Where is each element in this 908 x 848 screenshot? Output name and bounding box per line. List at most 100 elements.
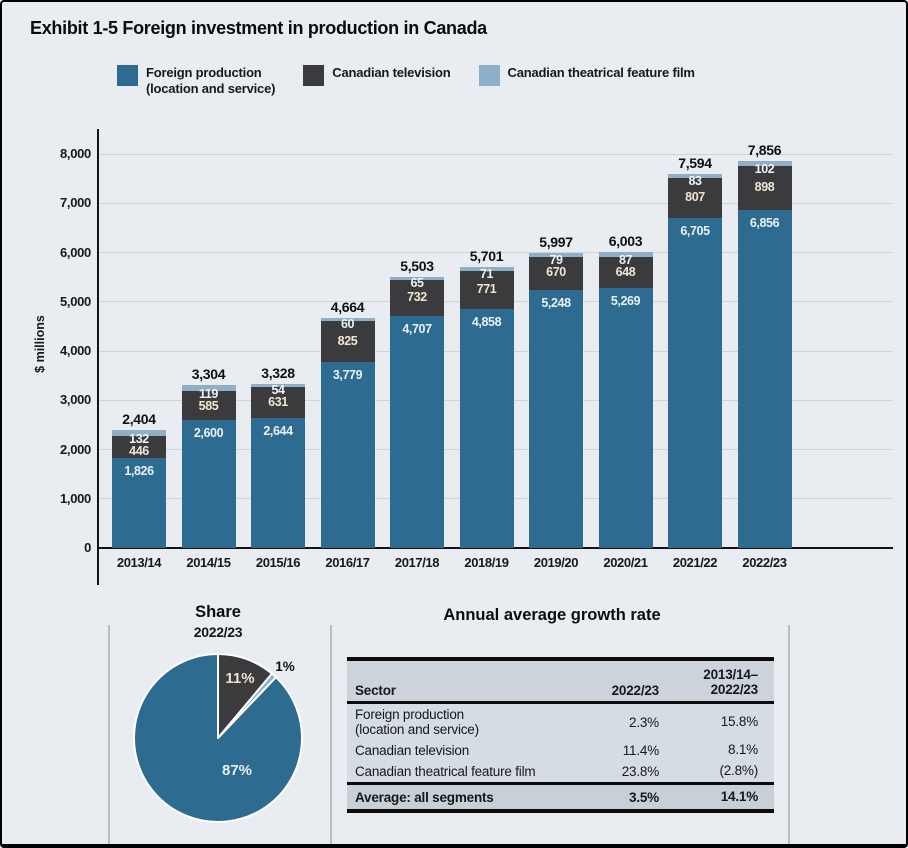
bar-total-label: 5,701 [469, 248, 504, 265]
table-row: Canadian theatrical feature film 23.8% (2.… [347, 761, 774, 783]
segment-value-foreign-production: 4,707 [402, 322, 432, 337]
legend-swatch-icon [303, 65, 325, 86]
y-tick-label: 3,000 [59, 392, 91, 408]
y-tick-label: 6,000 [59, 244, 91, 260]
pie-title: Share [195, 603, 241, 621]
segment-value-television: 631 [268, 395, 288, 410]
bar-column: 54 631 2,644 [251, 384, 305, 548]
y-tick-label: 4,000 [59, 343, 91, 358]
bar-segment-television [459, 270, 514, 309]
segment-value-theatrical-film: 102 [754, 162, 775, 177]
segment-value-television: 807 [685, 189, 705, 204]
bar-column: 119 585 2,600 [181, 385, 236, 548]
table-footer-row: Average: all segments 3.5% 14.1% [347, 782, 774, 810]
bar-segment-television [181, 391, 236, 420]
legend-item-label: Canadian theatrical feature film [507, 65, 695, 80]
segment-value-television: 670 [546, 265, 566, 280]
segment-value-theatrical-film: 60 [340, 317, 355, 332]
segment-value-theatrical-film: 119 [199, 387, 218, 402]
bar-segment-theatrical-film [181, 385, 236, 392]
bar-segment-foreign-production [668, 217, 722, 548]
bar-segment-foreign-production [181, 419, 236, 548]
bar-total-label: 7,594 [678, 154, 712, 171]
segment-value-theatrical-film: 54 [271, 383, 285, 398]
segment-value-television: 585 [198, 399, 219, 414]
table-cell-sector: Sector [355, 682, 396, 698]
x-tick-label: 2016/17 [325, 555, 370, 570]
segment-value-foreign-production: 5,269 [610, 294, 641, 309]
bar-segment-television [112, 436, 166, 459]
pie-subtitle: 2022/23 [193, 624, 243, 640]
pie-slice-percent-label: 11% [225, 670, 255, 687]
legend-item: Foreign production (location and service… [117, 65, 275, 98]
legend-swatch-icon [478, 65, 500, 86]
bar-segment-television [737, 166, 792, 211]
y-tick-label: 7,000 [59, 195, 91, 211]
bar-column: 87 648 5,269 [598, 252, 653, 548]
segment-value-foreign-production: 5,248 [541, 295, 571, 310]
y-tick-label: 5,000 [59, 293, 91, 309]
table-cell-2022-23: 23.8% [621, 764, 659, 780]
x-tick-label: 2014/15 [186, 555, 231, 570]
x-tick-label: 2020/21 [603, 555, 648, 570]
x-tick-label: 2017/18 [394, 555, 440, 570]
bar-segment-theatrical-film [529, 252, 583, 257]
growth-table: Sector 2022/23 2013/14– 2022/23 Foreign pro… [347, 657, 774, 814]
table-cell-2013-14-2022-23: 8.1% [728, 742, 758, 758]
bar-total-label: 3,304 [191, 366, 226, 383]
table-row: Foreign production (location and service… [347, 704, 774, 741]
share-pie-chart [128, 648, 308, 828]
y-tick-label: 1,000 [59, 490, 91, 506]
table-cell-sector: Canadian theatrical feature film [355, 764, 536, 780]
segment-value-foreign-production: 2,644 [263, 423, 293, 438]
bar-segment-foreign-production [529, 289, 583, 548]
table-cell-2013-14-2022-23: (2.8%) [719, 763, 758, 779]
bar-segment-theatrical-film [112, 429, 166, 437]
x-tick-label: 2013/14 [116, 555, 162, 570]
segment-value-theatrical-film: 83 [688, 174, 702, 189]
grid-line [99, 153, 893, 155]
legend-swatch-icon [117, 65, 138, 86]
bar-total-label: 2,404 [122, 410, 156, 427]
table-cell-2022-23: 3.5% [629, 789, 659, 805]
bar-segment-theatrical-film [251, 384, 305, 387]
bar-segment-foreign-production [251, 417, 305, 548]
legend: Foreign production (location and service… [117, 65, 695, 98]
table-row: Canadian television 11.4% 8.1% [347, 740, 774, 762]
segment-value-foreign-production: 3,779 [332, 367, 363, 382]
growth-table-title: Annual average growth rate [443, 606, 661, 624]
bar-segment-theatrical-film [390, 276, 444, 281]
bar-segment-theatrical-film [320, 318, 375, 322]
table-cell-2022-23: 11.4% [622, 743, 659, 759]
table-cell-sector: Average: all segments [355, 789, 494, 805]
y-tick-label: 8,000 [59, 146, 91, 161]
bar-segment-foreign-production [737, 210, 792, 548]
segment-value-theatrical-film: 71 [479, 266, 494, 281]
x-tick-label: 2019/20 [533, 555, 579, 570]
bar-segment-television [320, 321, 375, 362]
table-cell-2013-14-2022-23: 2013/14– 2022/23 [703, 667, 758, 698]
divider-middle [330, 625, 332, 844]
bar-segment-television [251, 386, 305, 418]
segment-value-foreign-production: 1,826 [124, 464, 154, 479]
segment-value-television: 648 [615, 264, 636, 279]
segment-value-theatrical-film: 87 [618, 252, 633, 267]
bar-segment-theatrical-film [668, 173, 722, 179]
table-cell-sector: Foreign production (location and service… [355, 707, 479, 738]
x-tick-label: 2022/23 [742, 555, 787, 570]
exhibit-title: Exhibit 1-5 Foreign investment in produc… [30, 18, 487, 38]
x-tick-label: 2015/16 [255, 555, 301, 570]
bar-segment-television [668, 178, 722, 218]
legend-item: Canadian television [303, 65, 451, 86]
table-header-row: Sector 2022/23 2013/14– 2022/23 [347, 661, 774, 704]
segment-value-television: 446 [129, 444, 149, 459]
pie-svg [133, 653, 303, 823]
legend-item-label: Foreign production (location and service… [146, 65, 276, 97]
bar-segment-theatrical-film [459, 267, 514, 271]
legend-item-label: Canadian television [332, 65, 451, 80]
segment-value-television: 898 [754, 180, 775, 195]
bar-column: 60 825 3,779 [320, 318, 375, 548]
table-cell-2022-23: 2.3% [629, 714, 659, 730]
divider-right [788, 625, 790, 844]
